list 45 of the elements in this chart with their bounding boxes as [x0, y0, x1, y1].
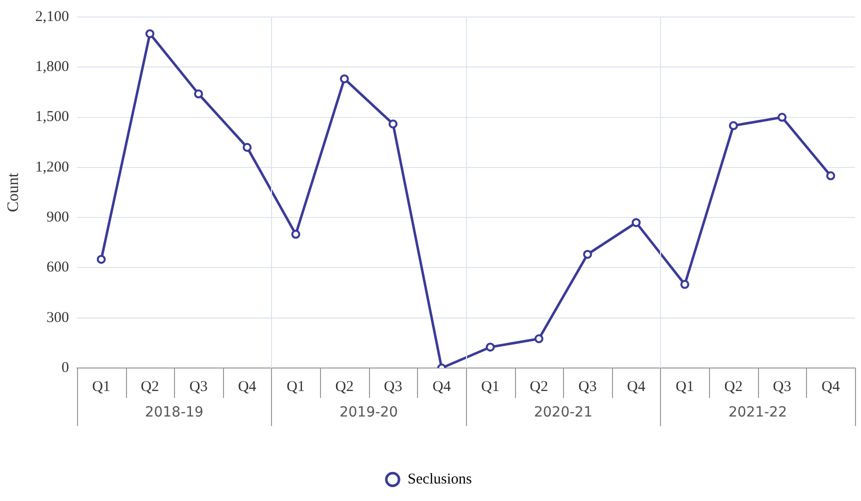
point	[486, 342, 495, 352]
point	[388, 119, 398, 128]
point	[194, 89, 204, 98]
y-tick-label: 2,100	[35, 8, 69, 25]
point	[728, 121, 738, 130]
x-tick-label: Q1	[286, 378, 305, 395]
x-tick-label: Q2	[140, 378, 160, 395]
x-tick-label: Q2	[530, 378, 548, 395]
point	[778, 112, 787, 122]
text: 2021-22	[728, 404, 787, 421]
y-tick-label: 1,800	[35, 59, 69, 76]
x-tick-label: Q3	[384, 378, 402, 395]
point	[291, 230, 300, 239]
x-tick-label: Q3	[189, 378, 208, 395]
point	[242, 142, 252, 152]
x-tick-label: Q4	[238, 378, 257, 395]
point	[340, 74, 349, 84]
point	[680, 280, 690, 289]
x-tick-label: Q4	[822, 378, 840, 395]
y-tick-label: 300	[46, 310, 69, 326]
point	[583, 250, 592, 259]
x-tick-label: Q1	[481, 378, 500, 395]
x-tick-label: Q3	[772, 378, 792, 395]
text: 2020-21	[534, 404, 592, 421]
x-tick-label: Q1	[92, 378, 110, 395]
text: 2018-19	[144, 404, 204, 421]
x-tick-label: Q4	[432, 378, 452, 395]
point	[145, 29, 154, 38]
y-tick-label: 600	[46, 260, 69, 276]
y-tick-label: 1,200	[35, 159, 69, 176]
point	[826, 171, 836, 180]
y-tick-label: 1,500	[35, 109, 69, 126]
legend-label: Seclusions	[408, 471, 472, 488]
y-tick-label: 0	[61, 360, 69, 376]
point	[534, 334, 544, 344]
x-tick-label: Q3	[578, 378, 597, 395]
x-tick-label: Q4	[627, 378, 646, 395]
x-tick-label: Q1	[676, 378, 694, 395]
text: 2019-20	[339, 404, 398, 421]
y-axis-title: Count	[4, 172, 22, 212]
y-tick-label: 900	[46, 210, 69, 226]
x-tick-label: Q2	[724, 378, 743, 395]
point	[632, 218, 641, 228]
point	[96, 254, 106, 264]
x-tick-label: Q2	[335, 378, 354, 395]
